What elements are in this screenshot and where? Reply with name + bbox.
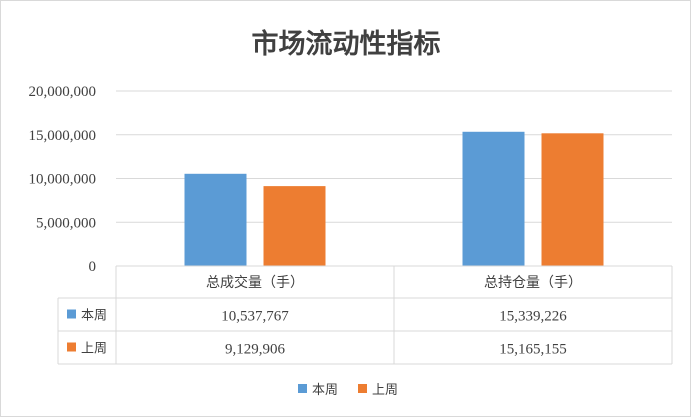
category-label: 总成交量（手） xyxy=(206,274,304,291)
y-tick-label: 15,000,000 xyxy=(29,128,97,144)
legend-swatch-1 xyxy=(298,384,307,393)
bar-2-2 xyxy=(541,133,604,266)
table-value: 10,537,767 xyxy=(221,309,289,325)
series-row-label: 本周 xyxy=(81,309,107,324)
legend-label: 上周 xyxy=(372,383,398,398)
chart-title: 市场流动性指标 xyxy=(252,28,441,60)
y-tick-label: 5,000,000 xyxy=(36,215,96,231)
series-key-2 xyxy=(67,342,76,352)
y-tick-label: 0 xyxy=(89,259,97,275)
table-value: 9,129,906 xyxy=(225,342,286,358)
series-key-1 xyxy=(67,309,76,319)
bar-1-1 xyxy=(184,173,247,266)
bar-2-1 xyxy=(263,186,326,266)
bar-1-2 xyxy=(462,131,525,266)
y-tick-label: 20,000,000 xyxy=(29,84,97,100)
legend-swatch-2 xyxy=(358,384,367,393)
y-tick-label: 10,000,000 xyxy=(29,172,97,188)
series-row-label: 上周 xyxy=(81,342,107,357)
table-value: 15,339,226 xyxy=(499,309,567,325)
category-label: 总持仓量（手） xyxy=(484,275,582,291)
table-value: 15,165,155 xyxy=(499,342,567,358)
legend-label: 本周 xyxy=(312,383,338,398)
